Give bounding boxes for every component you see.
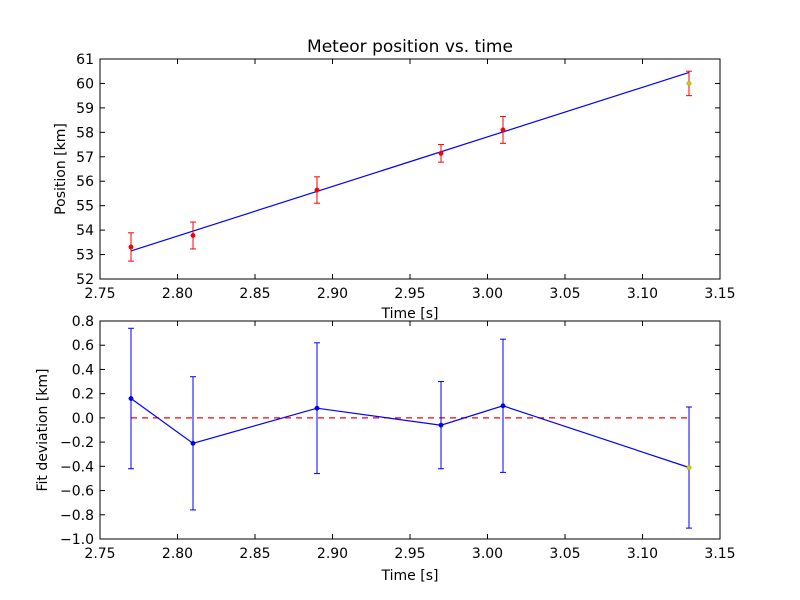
y-axis-label: Fit deviation [km] — [35, 368, 51, 491]
x-tick-label: 2.90 — [317, 286, 348, 302]
x-tick-label: 2.80 — [162, 546, 193, 562]
data-point — [190, 440, 196, 446]
x-tick-label: 2.85 — [239, 286, 270, 302]
position-chart-marks — [128, 70, 692, 262]
x-axis-label: Time [s] — [381, 568, 439, 584]
y-tick-label: 55 — [76, 199, 94, 215]
x-tick-label: 3.00 — [472, 546, 503, 562]
deviation-line — [130, 398, 690, 469]
x-tick-label: 2.90 — [317, 546, 348, 562]
data-point — [686, 465, 692, 470]
y-tick-label: 0.4 — [72, 362, 94, 378]
data-point — [500, 127, 506, 133]
y-tick-label: 0.0 — [72, 411, 94, 427]
y-tick-label: −1.0 — [60, 532, 94, 548]
y-tick-label: −0.2 — [60, 435, 94, 451]
x-tick-label: 3.10 — [627, 546, 658, 562]
deviation-chart-marks — [128, 327, 692, 529]
x-tick-label: 2.80 — [162, 286, 193, 302]
y-tick-label: 0.6 — [72, 338, 94, 354]
fit-line — [130, 71, 690, 252]
y-tick-label: 61 — [76, 52, 94, 68]
y-tick-label: 60 — [76, 76, 94, 92]
y-tick-label: 0.8 — [72, 314, 94, 330]
data-point — [128, 244, 134, 250]
position-chart: Meteor position vs. time 2.75 2.80 2.85 2.9… — [53, 37, 736, 322]
x-tick-label: 2.75 — [84, 286, 115, 302]
x-tick-label: 2.95 — [394, 546, 425, 562]
x-tick-label: 2.95 — [394, 286, 425, 302]
y-tick-label: 57 — [76, 150, 94, 166]
x-tick-label: 2.75 — [84, 546, 115, 562]
x-tick-label: 3.15 — [704, 286, 735, 302]
data-point — [314, 405, 320, 411]
data-point — [314, 187, 320, 193]
y-tick-label: 0.2 — [72, 387, 94, 403]
y-tick-label: −0.8 — [60, 508, 94, 524]
chart-title: Meteor position vs. time — [307, 37, 513, 57]
data-point — [686, 80, 692, 86]
deviation-chart: 2.75 2.80 2.85 2.90 2.95 3.00 3.05 3.10 3.15 −1.0… — [35, 314, 736, 584]
y-tick-label: −0.4 — [60, 459, 94, 475]
y-tick-label: 54 — [76, 223, 94, 239]
y-tick-label: 58 — [76, 125, 94, 141]
x-tick-label: 3.05 — [549, 546, 580, 562]
x-tick-label: 3.15 — [704, 546, 735, 562]
data-point — [500, 403, 506, 409]
data-point — [190, 233, 196, 238]
data-point — [438, 150, 444, 156]
y-tick-label: 56 — [76, 174, 94, 190]
x-axis-label: Time [s] — [381, 306, 439, 322]
y-tick-label: −0.6 — [60, 484, 94, 500]
x-tick-label: 2.85 — [239, 546, 270, 562]
x-tick-label: 3.10 — [627, 286, 658, 302]
x-tick-label: 3.05 — [549, 286, 580, 302]
x-tick-label: 3.00 — [472, 286, 503, 302]
y-tick-label: 53 — [76, 248, 94, 264]
position-axis-ticks: 2.75 2.80 2.85 2.90 2.95 3.00 3.05 3.10 3.15 52 53… — [76, 52, 735, 302]
y-tick-label: 59 — [76, 101, 94, 117]
y-tick-label: 52 — [76, 272, 94, 288]
deviation-axis-ticks: 2.75 2.80 2.85 2.90 2.95 3.00 3.05 3.10 3.15 −1.0… — [60, 314, 736, 562]
data-point — [438, 422, 444, 428]
data-point — [128, 396, 134, 401]
y-axis-label: Position [km] — [53, 123, 69, 215]
